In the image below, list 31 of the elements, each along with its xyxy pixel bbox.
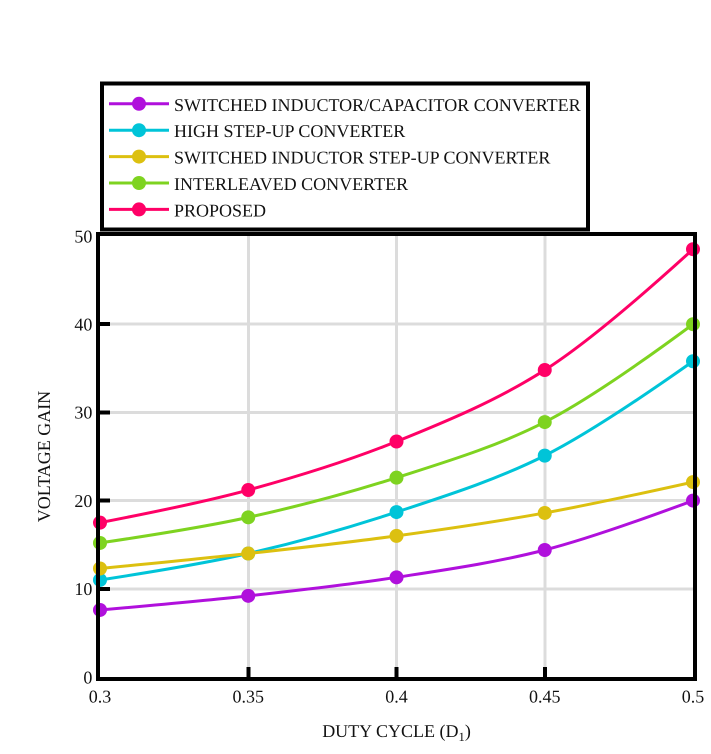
point xyxy=(538,448,552,463)
point xyxy=(538,415,552,430)
x-tick-label: 0.45 xyxy=(529,686,560,707)
x-tick-label: 0.3 xyxy=(88,686,112,707)
point xyxy=(241,510,256,524)
x-tick-label: 0.5 xyxy=(682,686,704,707)
point xyxy=(390,434,404,449)
point xyxy=(241,588,256,603)
point xyxy=(538,506,552,520)
y-tick-label: 0 xyxy=(83,667,92,688)
y-axis-title: VOLTAGE GAIN xyxy=(34,390,54,522)
x-tick-label: 0.4 xyxy=(385,686,408,707)
y-tick-label: 50 xyxy=(74,226,92,246)
x-tick-label: 0.35 xyxy=(232,686,264,707)
y-tick-label: 10 xyxy=(74,579,92,600)
y-tick-label: 30 xyxy=(74,402,92,423)
x-axis-title: DUTY CYCLE (D$_{1}$) xyxy=(322,721,471,744)
legend-label: INTERLEAVED CONVERTER xyxy=(174,174,408,194)
y-tick-label: 40 xyxy=(74,314,92,334)
point xyxy=(390,570,404,584)
point xyxy=(390,528,404,543)
legend-label: SWITCHED INDUCTOR STEP-UP CONVERTER xyxy=(174,148,550,168)
y-tick-label: 20 xyxy=(74,490,92,511)
legend-label: SWITCHED INDUCTOR/CAPACITOR CONVERTER xyxy=(174,94,581,115)
legend-label: PROPOSED xyxy=(174,200,266,220)
point xyxy=(538,542,552,557)
point xyxy=(241,483,256,498)
point xyxy=(390,505,404,520)
point xyxy=(390,470,404,485)
legend-label: HIGH STEP-UP CONVERTER xyxy=(174,121,406,142)
point xyxy=(538,363,552,378)
